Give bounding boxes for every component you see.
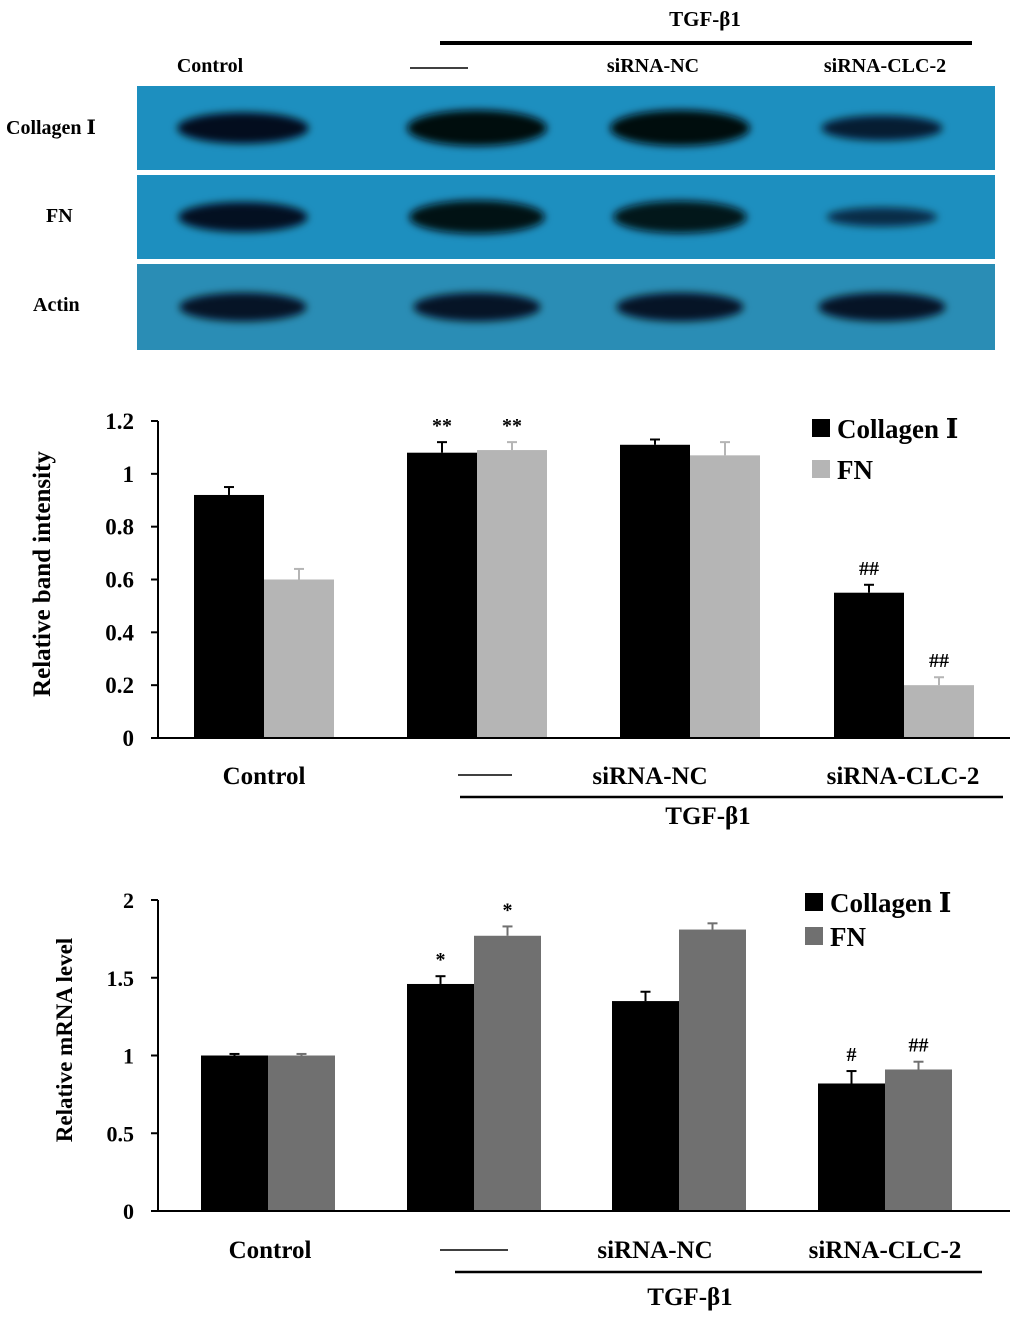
bar — [818, 1083, 885, 1211]
bar — [477, 450, 547, 738]
blot-band — [177, 112, 309, 144]
y-tick-label: 0.8 — [105, 515, 134, 540]
chart1-x-label-sirna-nc: siRNA-NC — [592, 763, 707, 790]
y-tick-label: 1 — [123, 462, 135, 487]
blot-lane-label-sirna-clc2: siRNA-CLC-2 — [824, 55, 946, 77]
blot-band — [616, 292, 744, 322]
significance-marker: * — [503, 899, 513, 921]
chart2-y-axis-label: Relative mRNA level — [52, 938, 77, 1142]
bar — [620, 444, 690, 738]
chart1-legend-label-collagen: Collagen Ⅰ — [837, 414, 958, 444]
y-tick-label: 1 — [123, 1044, 134, 1069]
significance-marker: ## — [859, 558, 879, 580]
bar — [407, 452, 477, 738]
blot-tgf-header: TGF-β1 — [669, 7, 741, 31]
blot-lane-label-sirna-nc: siRNA-NC — [607, 55, 699, 77]
significance-marker: ** — [432, 415, 452, 437]
bar — [679, 929, 746, 1211]
bar — [690, 455, 760, 738]
chart2-legend-label-fn: FN — [830, 922, 866, 952]
bar — [264, 579, 334, 738]
bar — [612, 1001, 679, 1211]
chart2-x-label-sirna-clc2: siRNA-CLC-2 — [809, 1237, 962, 1264]
y-tick-label: 0.5 — [107, 1121, 135, 1146]
chart1-tgf-label: TGF-β1 — [665, 803, 750, 830]
blot-band — [178, 202, 308, 232]
blot-band — [821, 115, 943, 141]
chart1-legend-swatch-collagen — [812, 419, 830, 437]
significance-marker: ## — [929, 650, 949, 672]
significance-marker: * — [436, 949, 446, 971]
chart2-legend-label-collagen: Collagen Ⅰ — [830, 888, 951, 918]
chart2-x-label-sirna-nc: siRNA-NC — [597, 1237, 712, 1264]
significance-marker: # — [847, 1044, 857, 1066]
bar — [834, 592, 904, 738]
bar — [885, 1069, 952, 1211]
bar — [474, 935, 541, 1211]
blot-row-label-actin: Actin — [33, 294, 80, 316]
chart2-legend-swatch-fn — [805, 927, 823, 945]
chart1-legend-swatch-fn — [812, 460, 830, 478]
y-tick-label: 0 — [123, 1199, 134, 1224]
significance-marker: ** — [502, 415, 522, 437]
blot-row-label-fn: FN — [46, 205, 73, 227]
blot-band — [818, 292, 946, 322]
blot-band — [179, 292, 307, 322]
blot-lane-label-control: Control — [177, 55, 244, 77]
chart-mrna-level: * # * ## 0 0.5 1 1.5 2 Relative mRNA level Cont… — [52, 888, 1010, 1311]
bar — [904, 685, 974, 738]
bar — [201, 1055, 268, 1211]
blot-row-label-collagen: Collagen Ⅰ — [6, 117, 96, 139]
chart1-y-axis-label: Relative band intensity — [29, 451, 56, 697]
bar — [194, 494, 264, 738]
y-tick-label: 1.2 — [105, 409, 134, 434]
blot-band — [613, 200, 747, 234]
chart1-x-label-control: Control — [223, 763, 306, 790]
bar — [407, 983, 474, 1211]
significance-marker: ## — [909, 1035, 929, 1057]
blot-band — [413, 292, 541, 322]
blot-band — [409, 200, 545, 234]
chart2-x-label-control: Control — [229, 1237, 312, 1264]
y-tick-label: 0.4 — [105, 620, 134, 645]
blot-band — [407, 110, 547, 146]
y-tick-label: 1.5 — [107, 966, 135, 991]
chart2-tgf-label: TGF-β1 — [647, 1284, 732, 1311]
y-tick-label: 0 — [123, 726, 135, 751]
chart1-legend-label-fn: FN — [837, 455, 873, 485]
y-tick-label: 2 — [123, 888, 134, 913]
y-tick-label: 0.6 — [105, 568, 134, 593]
blot-band — [826, 207, 938, 227]
blot-band — [610, 110, 750, 146]
chart1-x-label-sirna-clc2: siRNA-CLC-2 — [827, 763, 980, 790]
bar — [268, 1055, 335, 1211]
y-tick-label: 0.2 — [105, 673, 134, 698]
chart2-legend-swatch-collagen — [805, 893, 823, 911]
western-blot-panel: TGF-β1 Control siRNA-NC siRNA-CLC-2 Coll… — [6, 7, 995, 350]
chart-band-intensity: ** ## ** ## 0 0.2 0.4 0.6 0.8 1 1.2 Relative band… — [29, 409, 1010, 830]
